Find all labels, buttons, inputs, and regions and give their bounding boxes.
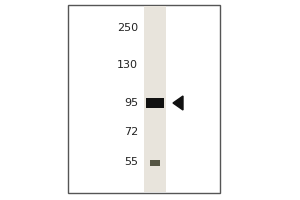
Text: 250: 250 xyxy=(117,23,138,33)
Text: 72: 72 xyxy=(124,127,138,137)
Bar xyxy=(68,5,220,193)
Text: 55: 55 xyxy=(124,157,138,167)
Bar xyxy=(146,98,164,108)
Text: 130: 130 xyxy=(117,60,138,70)
Bar xyxy=(150,160,160,166)
Text: 95: 95 xyxy=(124,98,138,108)
Bar xyxy=(144,6,166,192)
Polygon shape xyxy=(173,96,183,110)
